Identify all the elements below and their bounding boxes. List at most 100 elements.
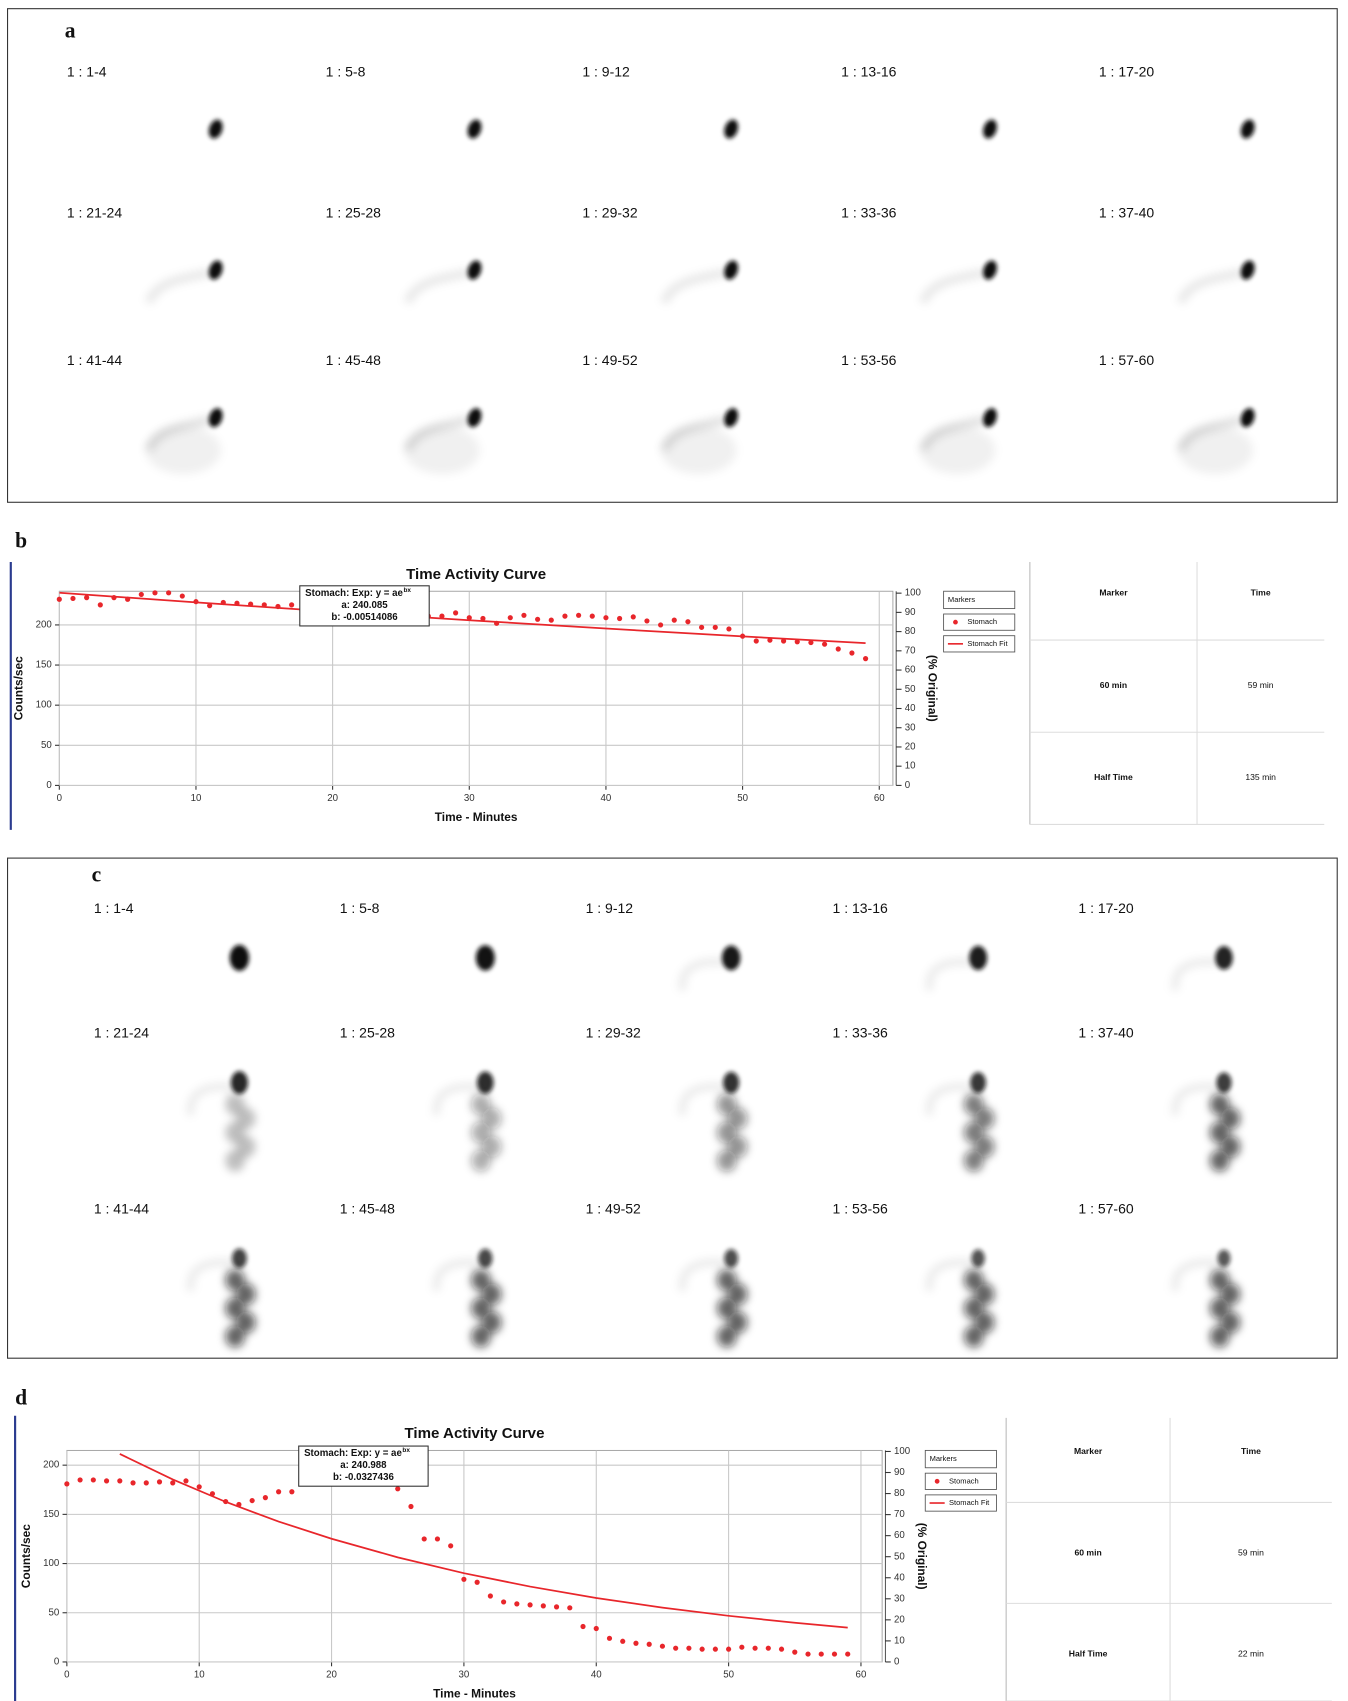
scan-body bbox=[1209, 1149, 1230, 1172]
legend-title-box bbox=[924, 1449, 997, 1469]
y-tick-label: 150 bbox=[36, 660, 53, 671]
data-point bbox=[70, 595, 76, 602]
data-point bbox=[183, 1478, 189, 1484]
scan-blob bbox=[478, 1248, 493, 1269]
legend-swatch bbox=[953, 619, 958, 625]
scan-image bbox=[229, 944, 250, 971]
x-tick-label: 40 bbox=[601, 793, 612, 804]
data-point bbox=[507, 615, 513, 621]
data-point bbox=[439, 613, 445, 619]
scan-image bbox=[919, 260, 997, 305]
data-point bbox=[262, 1495, 268, 1501]
legend-swatch bbox=[934, 1478, 940, 1484]
data-point bbox=[84, 595, 90, 601]
scan-body bbox=[236, 1135, 256, 1158]
scan-blob bbox=[208, 408, 223, 428]
scan-blob bbox=[467, 260, 482, 280]
data-point bbox=[845, 1651, 851, 1657]
y-tick-label: 50 bbox=[49, 1607, 60, 1618]
scan-tail bbox=[144, 268, 212, 305]
scan-image bbox=[432, 1248, 502, 1348]
scan-image bbox=[1171, 1249, 1241, 1348]
scan-body bbox=[964, 1325, 984, 1348]
y-tick-label: 150 bbox=[43, 1509, 60, 1520]
scan-blob bbox=[724, 119, 739, 139]
panel-frame bbox=[7, 857, 1338, 1359]
table-header: Time bbox=[1241, 1446, 1261, 1456]
frame-label: 1 : 13-16 bbox=[841, 63, 896, 79]
table-cell: 22 min bbox=[1238, 1649, 1264, 1659]
data-point bbox=[249, 1497, 255, 1504]
frame-label: 1 : 9-12 bbox=[582, 63, 630, 79]
scan-body bbox=[225, 1149, 245, 1172]
data-point bbox=[673, 1645, 679, 1651]
scan-body bbox=[717, 1121, 737, 1144]
scan-haze bbox=[404, 426, 480, 475]
scan-image bbox=[1171, 946, 1233, 991]
scan-body bbox=[1220, 1283, 1241, 1306]
frame-label: 1 : 1-4 bbox=[94, 900, 134, 916]
data-point bbox=[576, 612, 582, 618]
data-point bbox=[593, 1625, 599, 1632]
y2-tick-label: 40 bbox=[894, 1572, 905, 1583]
y2-tick-label: 20 bbox=[905, 742, 916, 753]
x-axis-label: Time - Minutes bbox=[433, 1687, 516, 1701]
data-point bbox=[562, 613, 568, 619]
data-point bbox=[527, 1602, 533, 1608]
scan-haze bbox=[145, 426, 222, 475]
scan-body bbox=[727, 1135, 748, 1158]
scan-blob bbox=[724, 408, 739, 428]
scan-body bbox=[717, 1149, 737, 1172]
scan-blob bbox=[723, 1071, 740, 1094]
panel-frame bbox=[7, 8, 1338, 503]
data-point bbox=[152, 590, 158, 596]
scan-body bbox=[471, 1093, 491, 1116]
scan-tail bbox=[925, 958, 974, 991]
panel-letter: c bbox=[92, 862, 102, 886]
fit-line bbox=[59, 591, 866, 645]
frame-label: 1 : 53-56 bbox=[833, 1200, 888, 1216]
data-point bbox=[752, 1645, 758, 1651]
data-point bbox=[685, 619, 691, 625]
scan-blob bbox=[208, 119, 223, 139]
annotation-a: a: 240.085 bbox=[341, 600, 388, 611]
y2-tick-label: 80 bbox=[905, 626, 916, 637]
data-point bbox=[726, 626, 732, 632]
scan-tail bbox=[660, 268, 727, 305]
data-point bbox=[540, 1603, 546, 1609]
data-point bbox=[521, 612, 527, 618]
x-tick-label: 0 bbox=[64, 1670, 70, 1681]
data-point bbox=[658, 622, 664, 628]
scan-body bbox=[225, 1121, 245, 1144]
y-tick-label: 0 bbox=[46, 780, 52, 791]
data-point bbox=[514, 1601, 520, 1607]
table-cell: Half Time bbox=[1094, 772, 1133, 782]
scan-tail bbox=[1171, 1258, 1219, 1292]
data-point bbox=[170, 1480, 176, 1486]
data-point bbox=[480, 615, 486, 622]
data-point bbox=[726, 1646, 732, 1652]
scan-image bbox=[1171, 1072, 1241, 1172]
scan-image bbox=[678, 1071, 748, 1172]
scan-body bbox=[964, 1269, 984, 1291]
scan-body bbox=[1209, 1121, 1230, 1144]
fit-line bbox=[119, 1453, 848, 1629]
data-point bbox=[659, 1643, 666, 1649]
frame-label: 1 : 33-36 bbox=[833, 1025, 888, 1041]
scan-blob bbox=[208, 260, 223, 280]
y2-tick-label: 90 bbox=[905, 607, 916, 618]
scan-tail bbox=[925, 1082, 974, 1116]
scan-image bbox=[144, 260, 223, 305]
scan-blob bbox=[970, 1072, 986, 1094]
data-point bbox=[421, 1536, 427, 1542]
data-point bbox=[196, 1484, 202, 1490]
frame-label: 1 : 29-32 bbox=[586, 1025, 641, 1041]
x-tick-label: 40 bbox=[591, 1670, 602, 1681]
table-header: Time bbox=[1251, 588, 1271, 598]
scan-tail bbox=[186, 1082, 235, 1116]
legend-title: Markers bbox=[948, 595, 975, 604]
scan-body bbox=[482, 1135, 502, 1158]
scan-body bbox=[974, 1135, 995, 1158]
scan-body bbox=[225, 1093, 245, 1116]
data-point bbox=[487, 1593, 493, 1599]
